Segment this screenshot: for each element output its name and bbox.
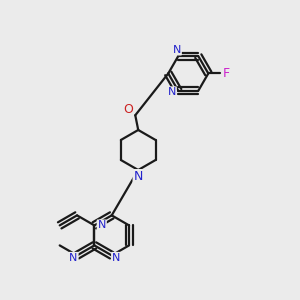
Text: N: N: [134, 170, 143, 183]
Text: F: F: [223, 67, 230, 80]
Text: N: N: [172, 45, 181, 55]
Text: N: N: [69, 253, 78, 263]
Text: N: N: [168, 87, 176, 97]
Text: N: N: [112, 253, 120, 263]
Text: O: O: [123, 103, 133, 116]
Text: N: N: [98, 220, 106, 230]
